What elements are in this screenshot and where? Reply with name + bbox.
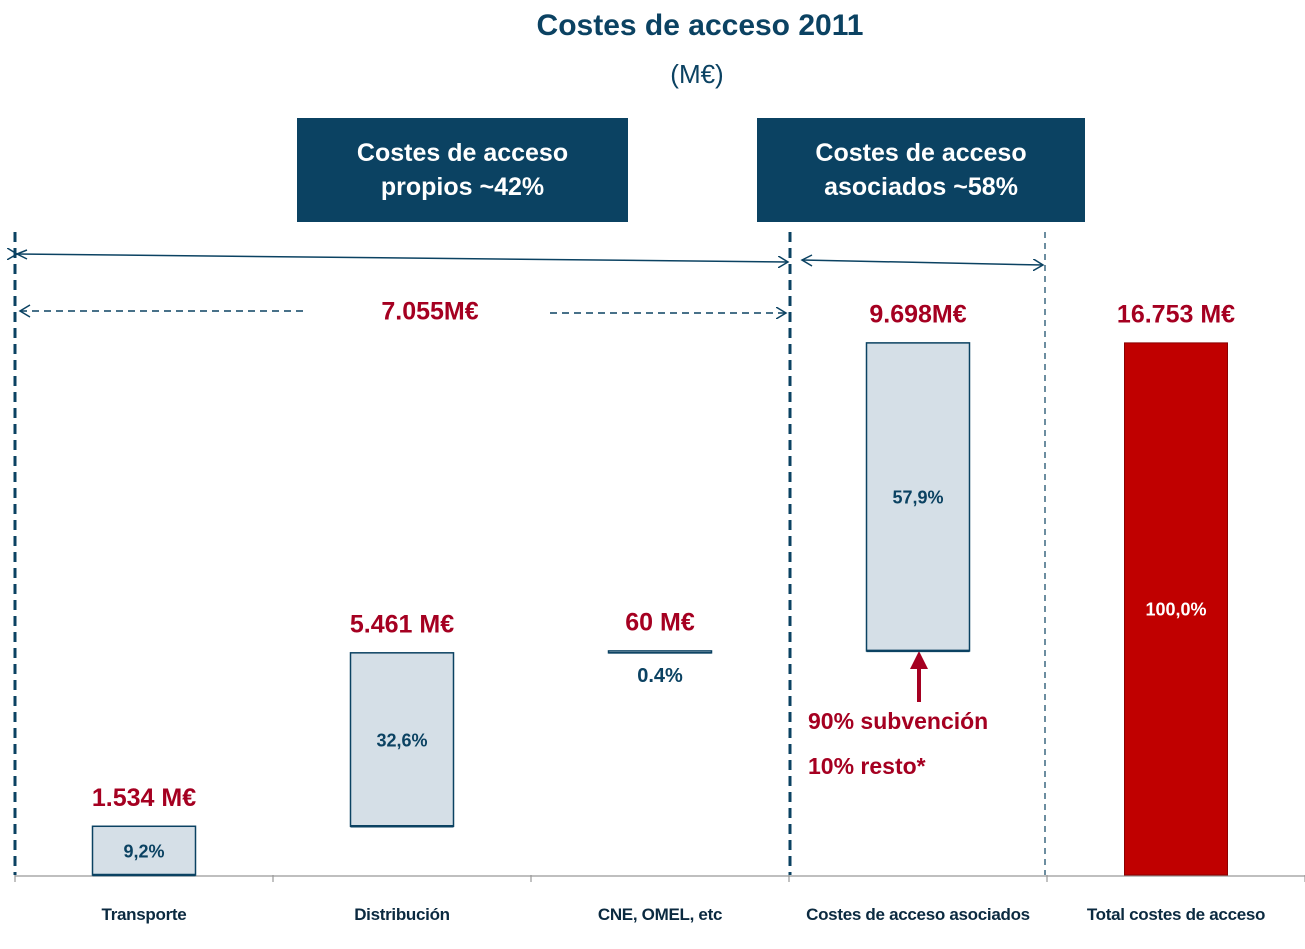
range-arrow: [801, 260, 1043, 265]
value-label: 5.461 M€: [350, 610, 454, 638]
percent-label: 57,9%: [892, 488, 943, 508]
x-tick-label: Transporte: [101, 905, 187, 924]
x-tick-label: CNE, OMEL, etc: [597, 905, 723, 924]
arrow-head: [800, 254, 813, 267]
value-label: 9.698M€: [869, 300, 966, 328]
percent-label: 100,0%: [1145, 600, 1206, 620]
percent-label: 0.4%: [637, 665, 683, 687]
bar: [865, 342, 971, 652]
x-tick-label: Distribución: [354, 905, 450, 924]
annotation: 90% subvención: [808, 708, 988, 734]
value-label: 1.534 M€: [92, 784, 196, 812]
chart-subtitle: (M€): [670, 59, 723, 89]
value-label: 16.753 M€: [1117, 300, 1235, 328]
arrow-head: [15, 249, 28, 260]
range-arrow: [17, 254, 788, 262]
annotation: 10% resto*: [808, 753, 926, 779]
bar: [1124, 342, 1228, 876]
annotation: 7.055M€: [381, 298, 478, 326]
value-label: 60 M€: [625, 609, 695, 637]
group-box: Costes de acceso propios ~42%: [297, 118, 628, 222]
chart-title: Costes de acceso 2011: [537, 9, 864, 42]
percent-label: 9,2%: [123, 841, 164, 861]
group-box: Costes de acceso asociados ~58%: [757, 118, 1085, 222]
arrow-head: [18, 304, 31, 318]
percent-label: 32,6%: [376, 730, 427, 750]
x-tick-label: Costes de acceso asociados: [806, 905, 1030, 924]
x-tick-label: Total costes de acceso: [1086, 905, 1266, 924]
